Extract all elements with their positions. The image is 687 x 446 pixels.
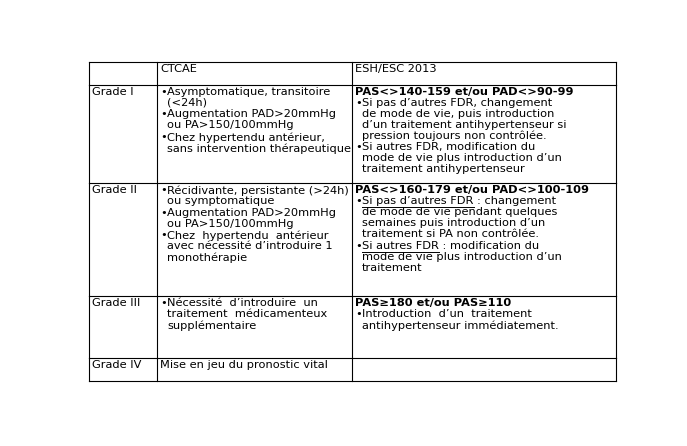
Text: (<24h): (<24h) bbox=[167, 98, 207, 108]
Text: Si pas d’autres FDR : changement: Si pas d’autres FDR : changement bbox=[362, 196, 556, 206]
Text: d’un traitement antihypertenseur si: d’un traitement antihypertenseur si bbox=[362, 120, 567, 130]
Text: Chez hypertendu antérieur,: Chez hypertendu antérieur, bbox=[167, 132, 325, 143]
Text: •: • bbox=[160, 231, 167, 240]
Text: avec nécessité d’introduire 1: avec nécessité d’introduire 1 bbox=[167, 241, 333, 252]
Text: Grade II: Grade II bbox=[92, 185, 137, 195]
Text: •: • bbox=[160, 87, 167, 97]
Text: CTCAE: CTCAE bbox=[160, 64, 197, 74]
Text: •: • bbox=[355, 142, 362, 153]
Text: •: • bbox=[355, 98, 362, 108]
Text: semaines puis introduction d’un: semaines puis introduction d’un bbox=[362, 218, 545, 228]
Text: Introduction  d’un  traitement: Introduction d’un traitement bbox=[362, 310, 532, 319]
Text: Si autres FDR, modification du: Si autres FDR, modification du bbox=[362, 142, 535, 153]
Text: Si autres FDR : modification du: Si autres FDR : modification du bbox=[362, 241, 539, 251]
Text: ESH/ESC 2013: ESH/ESC 2013 bbox=[355, 64, 437, 74]
Text: Mise en jeu du pronostic vital: Mise en jeu du pronostic vital bbox=[160, 360, 328, 370]
Text: Augmentation PAD>20mmHg: Augmentation PAD>20mmHg bbox=[167, 208, 336, 218]
Text: traitement antihypertenseur: traitement antihypertenseur bbox=[362, 165, 525, 174]
Text: mode de vie plus introduction d’un: mode de vie plus introduction d’un bbox=[362, 153, 562, 163]
Text: •: • bbox=[355, 196, 362, 206]
Text: Si pas d’autres FDR, changement: Si pas d’autres FDR, changement bbox=[362, 98, 552, 108]
Text: de mode de vie, puis introduction: de mode de vie, puis introduction bbox=[362, 109, 554, 119]
Text: •: • bbox=[355, 241, 362, 251]
Text: Nécessité  d’introduire  un: Nécessité d’introduire un bbox=[167, 298, 318, 308]
Text: traitement: traitement bbox=[362, 263, 423, 273]
Text: traitement si PA non contrôlée.: traitement si PA non contrôlée. bbox=[362, 229, 539, 239]
Text: •: • bbox=[160, 185, 167, 195]
Text: Chez  hypertendu  antérieur: Chez hypertendu antérieur bbox=[167, 231, 328, 241]
Text: •: • bbox=[160, 208, 167, 218]
Text: Augmentation PAD>20mmHg: Augmentation PAD>20mmHg bbox=[167, 109, 336, 120]
Text: Récidivante, persistante (>24h): Récidivante, persistante (>24h) bbox=[167, 185, 349, 196]
Text: •: • bbox=[355, 310, 362, 319]
Text: ou PA>150/100mmHg: ou PA>150/100mmHg bbox=[167, 219, 294, 229]
Text: de mode de vie pendant quelques: de mode de vie pendant quelques bbox=[362, 207, 558, 217]
Text: sans intervention thérapeutique: sans intervention thérapeutique bbox=[167, 143, 351, 153]
Text: PAS<>160-179 et/ou PAD<>100-109: PAS<>160-179 et/ou PAD<>100-109 bbox=[355, 185, 589, 195]
Text: mode de vie plus introduction d’un: mode de vie plus introduction d’un bbox=[362, 252, 562, 262]
Text: Asymptomatique, transitoire: Asymptomatique, transitoire bbox=[167, 87, 330, 97]
Text: ou symptomatique: ou symptomatique bbox=[167, 196, 275, 206]
Text: pression toujours non contrôlée.: pression toujours non contrôlée. bbox=[362, 131, 547, 141]
Text: antihypertenseur immédiatement.: antihypertenseur immédiatement. bbox=[362, 320, 559, 331]
Text: monothérapie: monothérapie bbox=[167, 252, 247, 263]
Text: Grade IV: Grade IV bbox=[92, 360, 141, 370]
Text: •: • bbox=[160, 109, 167, 120]
Text: •: • bbox=[160, 298, 167, 308]
Text: traitement  médicamenteux: traitement médicamenteux bbox=[167, 310, 328, 319]
Text: •: • bbox=[160, 132, 167, 142]
Text: supplémentaire: supplémentaire bbox=[167, 320, 256, 331]
Text: Grade III: Grade III bbox=[92, 298, 140, 308]
Text: ou PA>150/100mmHg: ou PA>150/100mmHg bbox=[167, 120, 294, 131]
Text: Grade I: Grade I bbox=[92, 87, 133, 97]
Text: PAS<>140-159 et/ou PAD<>90-99: PAS<>140-159 et/ou PAD<>90-99 bbox=[355, 87, 574, 97]
Text: PAS≥180 et/ou PAS≥110: PAS≥180 et/ou PAS≥110 bbox=[355, 298, 512, 308]
